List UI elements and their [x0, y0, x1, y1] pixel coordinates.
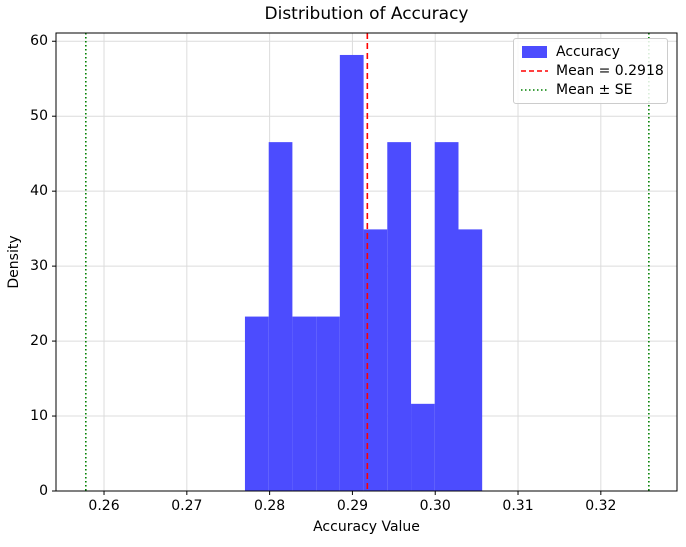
- x-tick-label: 0.26: [88, 498, 120, 514]
- y-tick-label: 40: [30, 183, 48, 200]
- dashed-line-swatch-icon: [521, 64, 548, 78]
- histogram-bar: [458, 229, 483, 491]
- histogram-bar: [387, 142, 412, 491]
- x-tick-label: 0.27: [171, 498, 203, 514]
- plot-border: [55, 32, 678, 492]
- legend-label-accuracy: Accuracy: [556, 44, 620, 61]
- y-tick-label: 0: [39, 483, 48, 499]
- histogram-swatch-icon: [521, 45, 548, 59]
- x-tick-label: 0.29: [336, 498, 369, 514]
- histogram-bar: [268, 142, 293, 491]
- y-tick-label: 60: [30, 33, 48, 50]
- y-tick-label: 20: [30, 333, 48, 350]
- histogram-bar: [363, 229, 388, 491]
- y-tick-label: 30: [30, 258, 48, 275]
- legend-item-mean: Mean = 0.2918: [521, 63, 664, 79]
- legend-item-accuracy: Accuracy: [521, 44, 660, 60]
- chart-title: Distribution of Accuracy: [264, 4, 469, 24]
- histogram-bar: [244, 316, 269, 491]
- x-tick-label: 0.32: [585, 498, 617, 514]
- x-tick-label: 0.28: [254, 498, 286, 514]
- histogram-bar: [316, 316, 340, 491]
- histogram-bar: [292, 316, 317, 491]
- legend: Accuracy Mean = 0.2918 Mean ± SE: [513, 38, 668, 104]
- y-tick-label: 50: [30, 108, 48, 125]
- legend-label-se: Mean ± SE: [556, 81, 633, 98]
- y-axis-label: Density: [6, 235, 22, 289]
- x-tick-label: 0.31: [502, 498, 534, 514]
- dotted-line-swatch-icon: [521, 83, 548, 97]
- histogram-bar: [411, 403, 435, 491]
- legend-label-mean: Mean = 0.2918: [556, 62, 664, 79]
- y-tick-label: 10: [30, 408, 48, 425]
- x-tick-label: 0.30: [419, 498, 451, 514]
- x-axis-label: Accuracy Value: [313, 519, 420, 535]
- histogram-bar: [434, 142, 459, 491]
- legend-item-se: Mean ± SE: [521, 82, 660, 98]
- histogram-bar: [339, 54, 364, 491]
